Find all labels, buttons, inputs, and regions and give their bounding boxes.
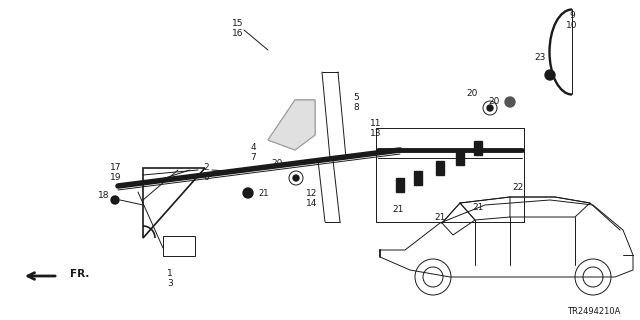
Text: 18: 18 <box>99 191 109 201</box>
Text: TR2494210A: TR2494210A <box>566 308 620 316</box>
Text: 3: 3 <box>167 279 173 289</box>
Bar <box>396 178 404 192</box>
Circle shape <box>243 188 253 198</box>
Text: 14: 14 <box>307 198 317 207</box>
Bar <box>456 151 464 165</box>
Text: 8: 8 <box>353 103 359 113</box>
Text: 6: 6 <box>203 173 209 182</box>
Bar <box>414 171 422 185</box>
Text: 17: 17 <box>110 164 122 172</box>
Text: 23: 23 <box>534 53 546 62</box>
Text: 5: 5 <box>353 93 359 102</box>
Text: FR.: FR. <box>70 269 90 279</box>
Text: 13: 13 <box>371 130 381 139</box>
Text: 21: 21 <box>392 205 404 214</box>
Bar <box>436 161 444 175</box>
Text: 4: 4 <box>250 143 256 153</box>
Bar <box>163 236 195 256</box>
Text: 20: 20 <box>488 98 500 107</box>
Polygon shape <box>268 100 315 150</box>
Text: 16: 16 <box>232 29 244 38</box>
Text: 2: 2 <box>203 164 209 172</box>
Circle shape <box>111 196 119 204</box>
Text: 21: 21 <box>472 204 484 212</box>
Text: 22: 22 <box>513 183 524 193</box>
Text: 7: 7 <box>250 154 256 163</box>
Text: 21: 21 <box>259 189 269 198</box>
Circle shape <box>487 105 493 111</box>
Text: 21: 21 <box>435 213 445 222</box>
Bar <box>474 141 482 155</box>
Text: 9: 9 <box>569 12 575 20</box>
Circle shape <box>505 97 515 107</box>
Text: 10: 10 <box>566 21 578 30</box>
Text: 20: 20 <box>271 159 283 169</box>
Circle shape <box>293 175 299 181</box>
Text: 12: 12 <box>307 188 317 197</box>
Text: 1: 1 <box>167 269 173 278</box>
Text: 20: 20 <box>467 90 477 99</box>
Text: 11: 11 <box>371 119 381 129</box>
Text: 19: 19 <box>110 173 122 182</box>
Circle shape <box>545 70 555 80</box>
Text: 15: 15 <box>232 20 244 28</box>
